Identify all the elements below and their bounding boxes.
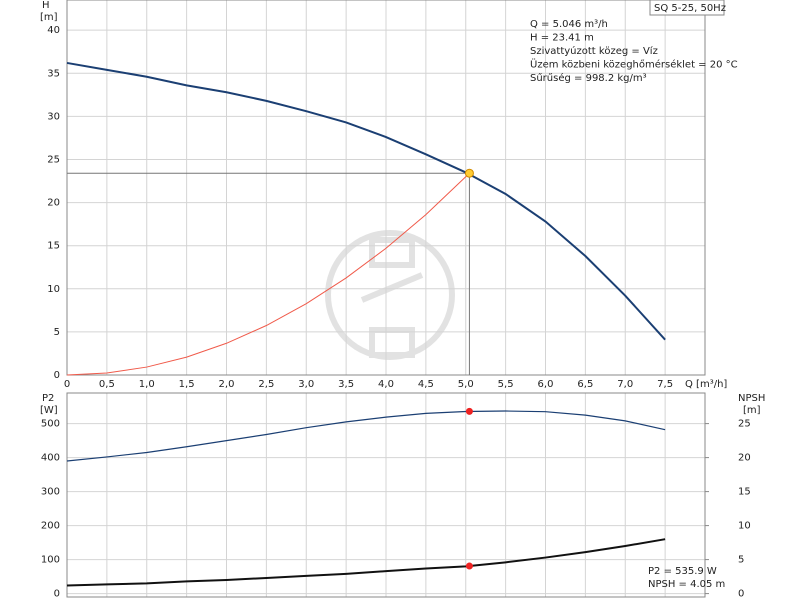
curve bbox=[66, 538, 666, 587]
model-label: SQ 5-25, 50Hz bbox=[654, 3, 726, 14]
x-tick-label: 6,0 bbox=[538, 379, 554, 390]
y-tick-label: 5 bbox=[54, 327, 60, 338]
x-axis-label: Q [m³/h] bbox=[685, 379, 727, 390]
x-tick-label: 5,0 bbox=[458, 379, 474, 390]
x-tick-label: 2,0 bbox=[219, 379, 235, 390]
annotation: Q = 5.046 m³/h bbox=[530, 19, 608, 30]
y-tick-label: 0 bbox=[54, 589, 60, 600]
annotation: P2 = 535.9 W bbox=[648, 566, 717, 577]
y-tick-label: 30 bbox=[47, 111, 60, 122]
x-tick-label: 2,5 bbox=[258, 379, 274, 390]
y-tick-label: 35 bbox=[47, 68, 60, 79]
annotation: Üzem közbeni közeghőmérséklet = 20 °C bbox=[530, 58, 738, 71]
operating-point bbox=[464, 168, 474, 178]
x-tick-label: 7,5 bbox=[657, 379, 673, 390]
annotation: Sűrűség = 998.2 kg/m³ bbox=[530, 72, 647, 84]
annotation: NPSH = 4.05 m bbox=[648, 579, 725, 590]
y-tick-label: 300 bbox=[41, 487, 60, 498]
y-axis-unit: [W] bbox=[40, 405, 58, 416]
x-tick-label: 3,5 bbox=[338, 379, 354, 390]
x-tick-label: 4,0 bbox=[378, 379, 394, 390]
y2-tick-label: 15 bbox=[738, 487, 751, 498]
x-tick-label: 6,5 bbox=[577, 379, 593, 390]
curve bbox=[66, 410, 666, 462]
y-tick-label: 25 bbox=[47, 154, 60, 165]
x-tick-label: 3,0 bbox=[298, 379, 314, 390]
y2-tick-label: 20 bbox=[738, 453, 751, 464]
plot-frame bbox=[66, 392, 706, 598]
y-tick-label: 20 bbox=[47, 198, 60, 209]
curve bbox=[66, 172, 470, 376]
y-tick-label: 100 bbox=[41, 555, 60, 566]
y-tick-label: 400 bbox=[41, 453, 60, 464]
x-tick-label: 1,0 bbox=[139, 379, 155, 390]
x-tick-label: 0,5 bbox=[99, 379, 115, 390]
y-tick-label: 200 bbox=[41, 521, 60, 532]
y-tick-label: 0 bbox=[54, 370, 60, 381]
annotation: H = 23.41 m bbox=[530, 33, 594, 44]
plot-frame bbox=[66, 0, 706, 376]
y2-tick-label: 0 bbox=[738, 589, 744, 600]
x-tick-label: 4,5 bbox=[418, 379, 434, 390]
y-tick-label: 10 bbox=[47, 284, 60, 295]
marker bbox=[465, 407, 473, 415]
model-box bbox=[649, 0, 725, 16]
marker bbox=[465, 562, 473, 570]
y2-tick-label: 5 bbox=[738, 555, 744, 566]
x-tick-label: 1,5 bbox=[179, 379, 195, 390]
curve bbox=[66, 61, 666, 341]
annotation: Szivattyúzott közeg = Víz bbox=[530, 45, 658, 57]
y2-axis-unit: [m] bbox=[743, 405, 761, 416]
x-tick-label: 7,0 bbox=[617, 379, 633, 390]
y-tick-label: 15 bbox=[47, 241, 60, 252]
y-axis-label: P2 bbox=[42, 393, 54, 404]
y2-tick-label: 25 bbox=[738, 419, 751, 430]
watermark bbox=[325, 230, 455, 360]
y-axis-unit: [m] bbox=[40, 12, 58, 23]
x-tick-label: 5,5 bbox=[498, 379, 514, 390]
y-tick-label: 40 bbox=[47, 25, 60, 36]
y2-tick-label: 10 bbox=[738, 521, 751, 532]
y-tick-label: 500 bbox=[41, 419, 60, 430]
x-tick-label: 0 bbox=[64, 379, 70, 390]
y-axis-label: H bbox=[42, 0, 50, 11]
y2-axis-label: NPSH bbox=[738, 393, 765, 404]
